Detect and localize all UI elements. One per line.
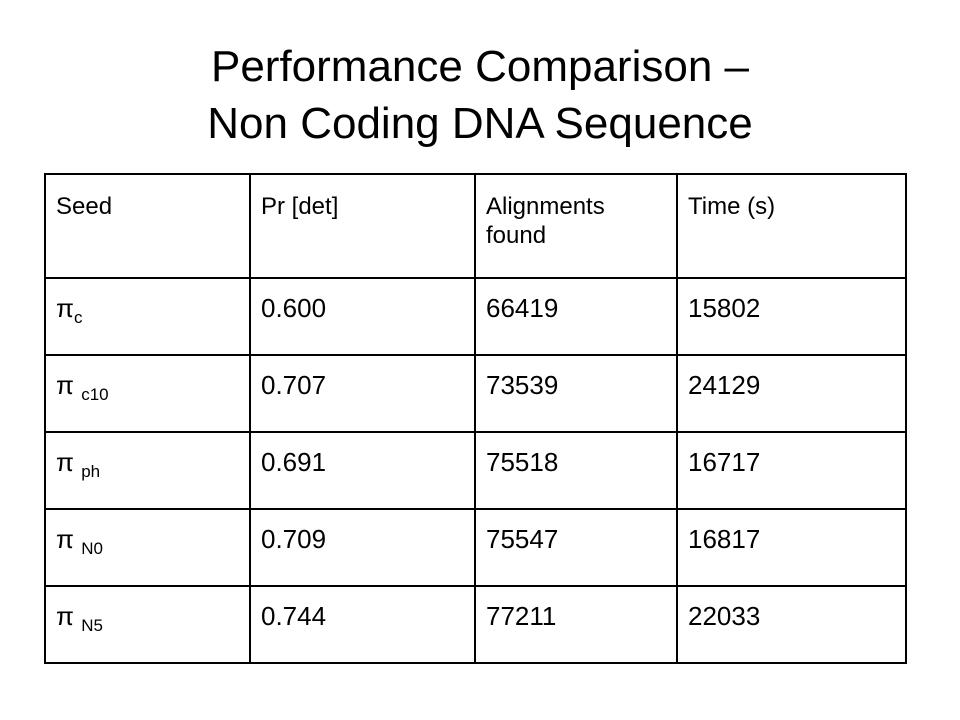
seed-cell: π N5	[44, 585, 251, 664]
alignments-cell: 75518	[474, 431, 678, 510]
table-row: π c10 0.707 73539 24129	[44, 354, 907, 433]
alignments-cell: 75547	[474, 508, 678, 587]
seed-cell: πc	[44, 277, 251, 356]
seed-symbol: π	[56, 524, 74, 554]
seed-subscript: c	[73, 308, 83, 327]
seed-subscript: N0	[81, 539, 103, 558]
seed-symbol: π	[56, 293, 74, 323]
table-row: π N0 0.709 75547 16817	[44, 508, 907, 587]
header-alignments-found: Alignments found	[474, 173, 678, 279]
time-cell: 22033	[676, 585, 907, 664]
seed-symbol: π	[56, 601, 74, 631]
time-cell: 24129	[676, 354, 907, 433]
seed-symbol: π	[56, 370, 74, 400]
slide-title-line-2: Non Coding DNA Sequence	[207, 99, 753, 148]
seed-subscript: ph	[81, 462, 101, 481]
alignments-cell: 73539	[474, 354, 678, 433]
header-time: Time (s)	[676, 173, 907, 279]
time-cell: 16717	[676, 431, 907, 510]
alignments-cell: 77211	[474, 585, 678, 664]
seed-cell: π N0	[44, 508, 251, 587]
seed-subscript: N5	[81, 616, 103, 635]
seed-subscript: c10	[81, 385, 109, 404]
pr-det-cell: 0.691	[249, 431, 476, 510]
time-cell: 15802	[676, 277, 907, 356]
seed-cell: π ph	[44, 431, 251, 510]
seed-symbol: π	[56, 447, 74, 477]
pr-det-cell: 0.709	[249, 508, 476, 587]
pr-det-cell: 0.744	[249, 585, 476, 664]
header-seed: Seed	[44, 173, 251, 279]
performance-table: Seed Pr [det] Alignments found Time (s) …	[44, 173, 907, 664]
table-row: π N5 0.744 77211 22033	[44, 585, 907, 664]
slide-title: Performance Comparison – Non Coding DNA …	[0, 38, 960, 152]
table-row: π ph 0.691 75518 16717	[44, 431, 907, 510]
slide-title-line-1: Performance Comparison –	[210, 42, 749, 91]
table-row: πc 0.600 66419 15802	[44, 277, 907, 356]
pr-det-cell: 0.600	[249, 277, 476, 356]
pr-det-cell: 0.707	[249, 354, 476, 433]
seed-cell: π c10	[44, 354, 251, 433]
table-header-row: Seed Pr [det] Alignments found Time (s)	[44, 173, 907, 279]
header-pr-det: Pr [det]	[249, 173, 476, 279]
alignments-cell: 66419	[474, 277, 678, 356]
time-cell: 16817	[676, 508, 907, 587]
